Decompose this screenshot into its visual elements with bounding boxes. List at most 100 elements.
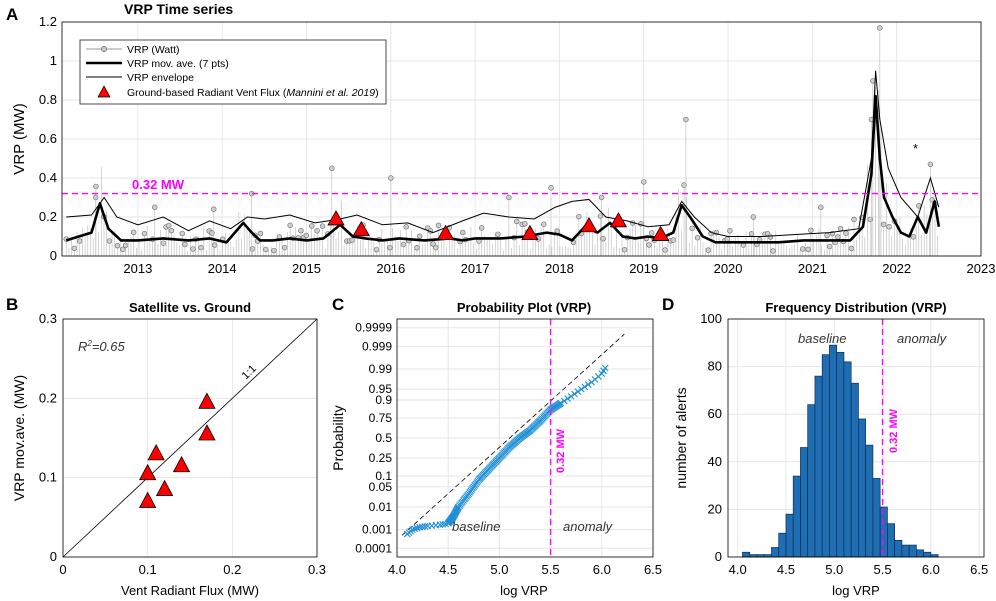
panel-a-xtick-label: 2014 [208, 261, 237, 276]
panel-c-xtick-label: 5.5 [542, 562, 560, 577]
panel-d-xtick-label: 4.0 [729, 562, 747, 577]
panel-a-xtick-label: 2017 [461, 261, 490, 276]
panel-a-raw-point [479, 225, 485, 231]
panel-a-movave-line [65, 94, 941, 244]
panel-a-raw-point [927, 161, 934, 168]
panel-a-raw-point [179, 230, 185, 237]
panel-b-ytick-label: 0 [50, 549, 57, 564]
panel-a-raw-point [621, 247, 628, 253]
legend-ground: Ground-based Radiant Vent Flux (Mannini … [127, 87, 379, 99]
panel-a-raw-point [93, 194, 99, 201]
panel-a-raw-point [767, 234, 774, 240]
panel-a-ytick-label: 0.8 [39, 92, 57, 107]
panel-a-raw-point [818, 204, 824, 210]
panel-b-ytick-label: 0.1 [39, 470, 57, 485]
legend-ground-text: Ground-based Radiant Vent Flux ( [127, 87, 287, 99]
panel-d-bar [894, 539, 903, 558]
panel-b-xlabel: Vent Radiant Flux (MW) [121, 583, 259, 598]
panel-a-raw-point [683, 116, 689, 123]
panel-c-xlabel: log VRP [500, 583, 548, 598]
panel-d: 4.0 4.5 5.0 5.5 6.0 6.5 0 20 40 60 80 100 Frequency… [673, 300, 988, 598]
panel-b-title: Satellite vs. Ground [129, 300, 251, 315]
panel-c-title: Probability Plot (VRP) [457, 300, 591, 315]
panel-a-envelope-line [66, 70, 940, 237]
panel-a-raw-point [727, 228, 733, 234]
panel-d-bar [887, 523, 895, 558]
panel-a-raw-point [349, 237, 355, 243]
panel-a-xtick-label: 2020 [714, 261, 743, 276]
panel-c: 4.0 4.5 5.0 5.5 6.0 6.5 0.0001 0.001 0.01 0.050.1… [330, 300, 662, 598]
panel-a-raw-point [576, 213, 582, 220]
panel-c-ylabel: Probability [330, 405, 346, 470]
panel-b-one-to-one-line [62, 318, 318, 558]
panel-d-bar [778, 532, 787, 558]
panel-c-point [584, 381, 592, 388]
panel-b-point [198, 424, 216, 441]
panel-d-ytick-label: 20 [708, 501, 722, 516]
panel-a-ytick-label: 1 [50, 53, 57, 68]
panel-a-ytick-label: 0.4 [39, 170, 57, 185]
panel-d-ytick-label: 60 [708, 406, 722, 421]
panel-a-raw-point [835, 234, 841, 240]
panel-a-raw-point [805, 246, 811, 253]
panel-a-raw-point [130, 229, 137, 236]
panel-d-bar [923, 551, 932, 558]
panel-label-a: A [6, 5, 18, 24]
panel-b-points [139, 392, 216, 508]
panel-a-xtick-label: 2015 [292, 261, 321, 276]
panel-a-raw-point [881, 221, 887, 228]
panel-a-raw-point [910, 234, 917, 240]
panel-c-ytick-label: 0.9999 [355, 321, 392, 335]
panel-d-bar [800, 447, 809, 558]
panel-a-raw-point [373, 246, 380, 253]
panel-d-bars [742, 344, 939, 558]
panel-b-r2-val: =0.65 [92, 339, 126, 354]
panel-a-raw-point [314, 228, 320, 234]
panel-a-title: VRP Time series [124, 1, 233, 17]
panel-a-raw-point [843, 230, 849, 236]
panel-a-legend: VRP (Watt) VRP mov. ave. (7 pts) VRP env… [79, 39, 387, 105]
panel-a-raw-point [257, 230, 264, 237]
panel-a-ground-triangle [436, 224, 455, 240]
panel-a-raw-point [287, 222, 293, 229]
panel-d-bar [742, 551, 751, 558]
panel-c-point [408, 526, 416, 534]
panel-c-axes: 4.0 4.5 5.0 5.5 6.0 6.5 0.0001 0.001 0.01 0.050.1… [355, 321, 662, 577]
panel-a-raw-point [182, 241, 188, 248]
panel-a-raw-point [166, 222, 172, 229]
panel-c-ytick-label: 0.99 [369, 362, 393, 376]
panel-c-threshold-label: 0.32 MW [555, 428, 567, 473]
panel-d-baseline-label: baseline [798, 331, 846, 346]
panel-d-ytick-label: 40 [708, 454, 722, 469]
panel-c-ytick-label: 0.25 [369, 451, 393, 465]
panel-c-point [411, 525, 419, 533]
panel-a-raw-point [168, 228, 175, 234]
panel-a-raw-point [837, 225, 844, 232]
panel-a-raw-point [670, 237, 676, 243]
panel-d-bar [814, 375, 823, 558]
panel-a-raw-point [750, 214, 757, 220]
panel-a-raw-point [848, 245, 855, 252]
panel-b-point [172, 455, 191, 473]
panel-a-raw-point [641, 179, 647, 185]
panel-b-axes: 0 0.1 0.2 0.3 0 0.1 0.2 0.3 [39, 311, 326, 577]
panel-d-bar [807, 404, 816, 558]
panel-c-point [567, 392, 575, 400]
panel-a-axes: 2013 2014 2015 2016 2017 2018 2019 2020 2021 2022… [39, 14, 996, 276]
panel-c-reference-line [401, 333, 625, 536]
panel-a: 2013 2014 2015 2016 2017 2018 2019 2020 2021 2022… [11, 1, 995, 276]
panel-a-raw-point [430, 241, 436, 247]
panel-d-threshold-label: 0.32 MW [888, 408, 900, 453]
panel-c-point [601, 364, 609, 372]
panel-a-raw-point [689, 225, 695, 232]
panel-d-bar [872, 478, 881, 558]
panel-a-lines [65, 70, 941, 244]
panel-c-ytick-label: 0.75 [369, 411, 393, 425]
panel-d-xtick-label: 5.5 [874, 562, 892, 577]
panel-c-point [571, 390, 578, 398]
panel-d-bar [858, 418, 867, 558]
panel-a-ground-triangle [352, 220, 370, 237]
panel-a-raw-point [71, 245, 78, 251]
panel-a-raw-point [514, 218, 520, 225]
